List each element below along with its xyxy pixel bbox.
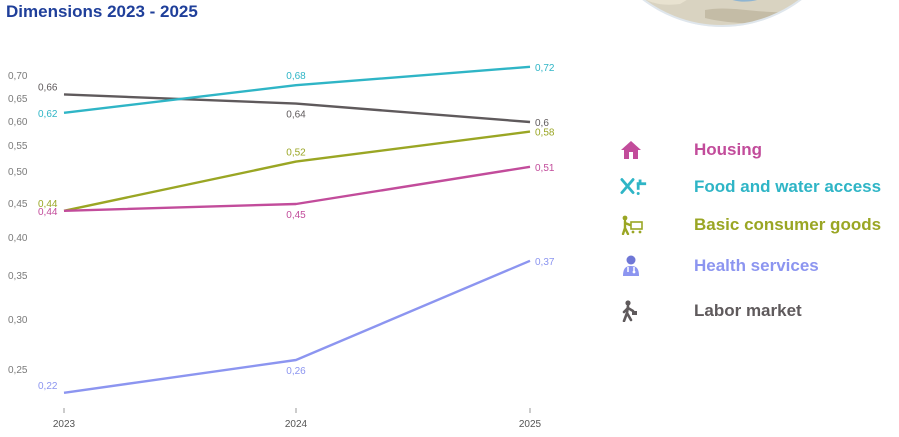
data-label-goods: 0,44 xyxy=(38,199,58,210)
x-tick-label: 2024 xyxy=(285,419,308,430)
y-tick-label: 0,30 xyxy=(8,315,28,326)
y-tick-label: 0,40 xyxy=(8,233,28,244)
house-icon xyxy=(620,139,648,161)
legend-label-health: Health services xyxy=(694,256,819,275)
legend-item-housing: Housing xyxy=(620,138,899,162)
y-tick-label: 0,65 xyxy=(8,94,28,105)
data-label-health: 0,22 xyxy=(38,381,58,392)
legend-label-housing: Housing xyxy=(694,140,762,159)
line-chart: 0,70 0,65 0,60 0,55 0,50 0,45 0,40 0,35 0,30 0,25… xyxy=(8,63,555,430)
series-line-housing xyxy=(63,165,531,212)
x-tick-label: 2023 xyxy=(53,419,76,430)
data-label-food: 0,68 xyxy=(286,71,306,82)
data-label-housing: 0,51 xyxy=(535,163,555,174)
y-tick-label: 0,35 xyxy=(8,271,28,282)
worker-icon xyxy=(620,300,648,322)
doctor-icon xyxy=(620,255,648,277)
y-tick-label: 0,55 xyxy=(8,141,28,152)
shopping-cart-person-icon xyxy=(620,214,648,236)
data-label-food: 0,62 xyxy=(38,109,58,120)
data-label-goods: 0,52 xyxy=(286,148,306,159)
data-label-health: 0,37 xyxy=(535,257,555,268)
chart-title: Dimensions 2023 - 2025 xyxy=(6,2,198,21)
data-label-health: 0,26 xyxy=(286,366,306,377)
y-tick-label: 0,50 xyxy=(8,167,28,178)
x-tick-label: 2025 xyxy=(519,419,542,430)
y-tick-label: 0,70 xyxy=(8,71,28,82)
data-label-food: 0,72 xyxy=(535,63,555,74)
data-label-housing: 0,44 xyxy=(38,207,58,218)
data-label-labor: 0,6 xyxy=(535,118,549,129)
y-tick-label: 0,45 xyxy=(8,199,28,210)
y-tick-label: 0,60 xyxy=(8,117,28,128)
legend-label-goods: Basic consumer goods xyxy=(694,215,882,234)
data-label-labor: 0,64 xyxy=(286,110,306,121)
y-tick-label: 0,25 xyxy=(8,365,28,376)
legend-item-health: Health services xyxy=(620,254,899,278)
legend-label-labor: Labor market xyxy=(694,301,802,320)
legend-item-goods: Basic consumer goods xyxy=(620,213,899,237)
data-label-labor: 0,66 xyxy=(38,82,58,93)
series-line-goods xyxy=(63,130,531,212)
data-label-housing: 0,45 xyxy=(286,210,306,221)
legend-item-labor: Labor market xyxy=(620,299,899,323)
legend-item-food: Food and water access xyxy=(620,175,899,199)
utensils-faucet-icon xyxy=(620,176,648,198)
legend-label-food: Food and water access xyxy=(694,177,882,196)
data-label-goods: 0,58 xyxy=(535,128,555,139)
